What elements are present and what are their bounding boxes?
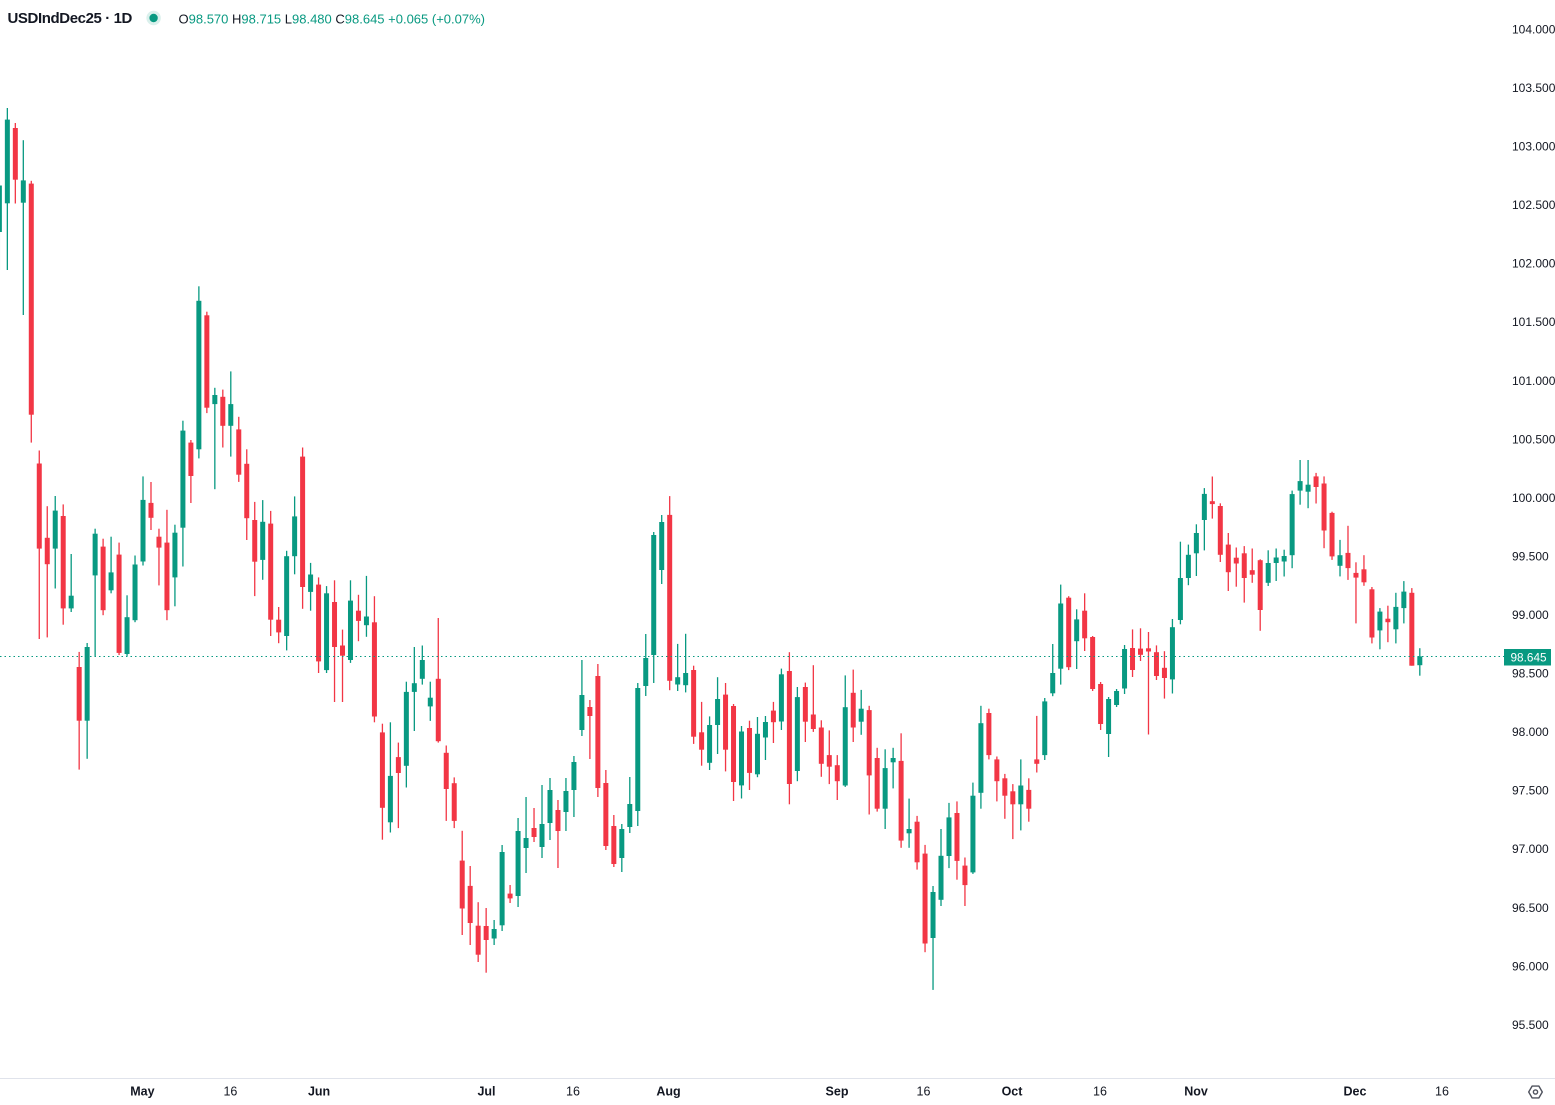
svg-text:97.000: 97.000 [1512, 842, 1549, 856]
svg-text:98.645: 98.645 [1511, 650, 1548, 664]
svg-text:16: 16 [566, 1085, 580, 1099]
svg-text:16: 16 [917, 1085, 931, 1099]
svg-text:Oct: Oct [1002, 1085, 1024, 1099]
svg-text:May: May [130, 1085, 154, 1099]
svg-text:95.500: 95.500 [1512, 1018, 1549, 1032]
svg-text:100.500: 100.500 [1512, 432, 1555, 446]
svg-text:16: 16 [1435, 1085, 1449, 1099]
svg-text:Jun: Jun [308, 1085, 330, 1099]
svg-text:Jul: Jul [477, 1085, 495, 1099]
svg-text:99.000: 99.000 [1512, 608, 1549, 622]
svg-text:102.000: 102.000 [1512, 257, 1555, 271]
svg-text:101.000: 101.000 [1512, 374, 1555, 388]
svg-text:103.000: 103.000 [1512, 140, 1555, 154]
svg-text:96.500: 96.500 [1512, 901, 1549, 915]
svg-text:103.500: 103.500 [1512, 81, 1555, 95]
svg-text:Nov: Nov [1184, 1085, 1208, 1099]
svg-text:104.000: 104.000 [1512, 23, 1555, 37]
svg-text:102.500: 102.500 [1512, 198, 1555, 212]
svg-text:97.500: 97.500 [1512, 784, 1549, 798]
svg-text:99.500: 99.500 [1512, 549, 1549, 563]
svg-text:98.500: 98.500 [1512, 667, 1549, 681]
svg-text:96.000: 96.000 [1512, 959, 1549, 973]
svg-text:Sep: Sep [826, 1085, 849, 1099]
svg-text:Aug: Aug [656, 1085, 680, 1099]
svg-text:101.500: 101.500 [1512, 315, 1555, 329]
svg-text:16: 16 [1093, 1085, 1107, 1099]
svg-text:USDIndDec25 · 1D: USDIndDec25 · 1D [8, 10, 133, 27]
svg-text:100.000: 100.000 [1512, 491, 1555, 505]
svg-text:98.000: 98.000 [1512, 725, 1549, 739]
svg-text:O98.570 H98.715 L98.480 C98.64: O98.570 H98.715 L98.480 C98.645 +0.065 (… [179, 12, 486, 27]
svg-text:16: 16 [223, 1085, 237, 1099]
svg-text:Dec: Dec [1344, 1085, 1367, 1099]
